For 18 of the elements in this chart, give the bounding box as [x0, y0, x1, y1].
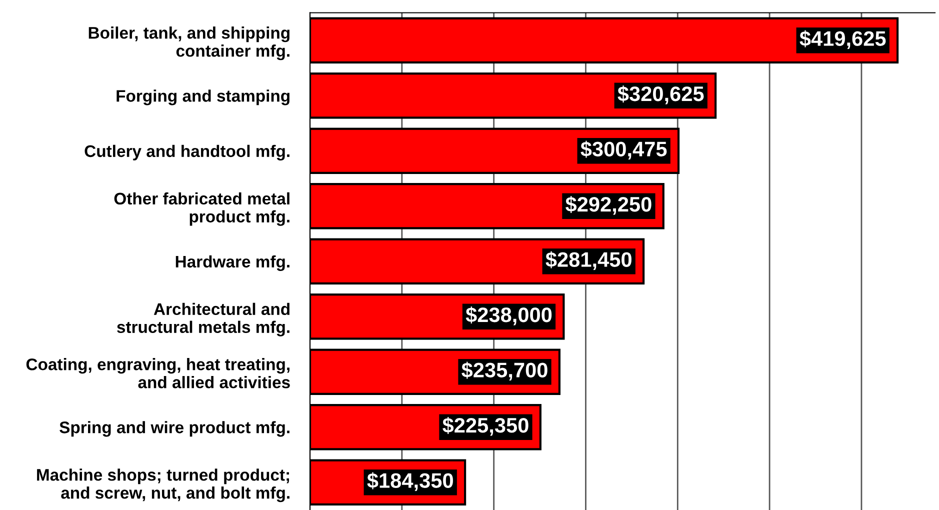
data-label: $225,350 — [442, 417, 528, 436]
y-tick-label: Spring and wire product mfg. — [60, 421, 290, 437]
data-label: $281,450 — [546, 251, 632, 270]
data-label: $419,625 — [800, 30, 886, 49]
data-label: $238,000 — [466, 306, 552, 326]
y-tick-label: Boiler, tank, and shipping container mfg. — [88, 26, 290, 60]
y-tick-label: Coating, engraving, heat treating, and allied activities — [26, 358, 290, 388]
y-tick-label: Forging and stamping — [116, 90, 290, 106]
data-label: $235,700 — [462, 362, 548, 380]
data-label: $320,625 — [618, 86, 704, 104]
y-tick-label: Machine shops; turned product; and screw, nut, and bolt mfg. — [37, 468, 290, 502]
y-tick-label: Other fabricated metal product mfg. — [114, 192, 290, 226]
y-tick-label: Hardware mfg. — [176, 255, 290, 271]
data-label: $300,475 — [580, 140, 667, 160]
data-label: $292,250 — [566, 196, 652, 215]
data-label: $184,350 — [367, 472, 453, 491]
y-tick-label: Cutlery and handtool mfg. — [84, 144, 290, 160]
y-tick-label: Architectural and structural metals mfg. — [117, 302, 290, 336]
